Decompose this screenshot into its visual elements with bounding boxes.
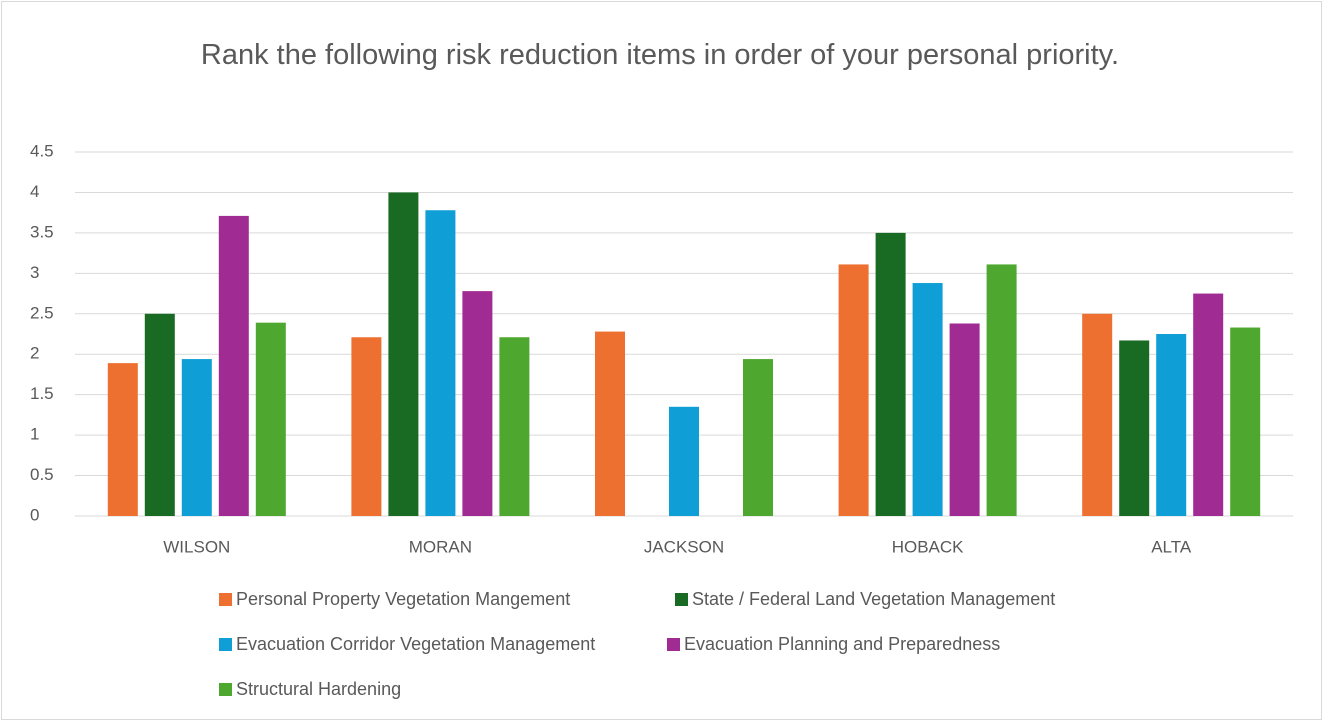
- bar: [1119, 340, 1150, 516]
- bar: [986, 264, 1017, 516]
- bar: [1082, 313, 1113, 516]
- bar: [107, 363, 138, 516]
- y-tick-label: 3: [30, 263, 39, 282]
- bar: [144, 313, 175, 516]
- x-tick-label: ALTA: [1151, 537, 1192, 556]
- bar: [949, 323, 980, 516]
- bar: [912, 283, 943, 516]
- y-tick-label: 4: [30, 182, 39, 201]
- bar: [218, 215, 249, 516]
- bar: [181, 359, 212, 516]
- x-tick-label: HOBACK: [892, 537, 964, 556]
- legend-label: Personal Property Vegetation Mangement: [236, 589, 570, 609]
- x-tick-label: WILSON: [163, 537, 230, 556]
- legend-label: Evacuation Planning and Preparedness: [684, 634, 1000, 654]
- bar: [669, 406, 699, 516]
- bar: [1230, 327, 1261, 516]
- legend-label: Structural Hardening: [236, 679, 401, 699]
- legend-swatch: [219, 683, 232, 696]
- legend-label: State / Federal Land Vegetation Manageme…: [692, 589, 1055, 609]
- legend-label: Evacuation Corridor Vegetation Managemen…: [236, 634, 595, 654]
- bar: [425, 210, 456, 517]
- bar: [388, 192, 419, 516]
- legend-swatch: [667, 638, 680, 651]
- bar: [1156, 334, 1187, 516]
- bar: [255, 322, 286, 516]
- bar: [838, 264, 869, 516]
- bar: [743, 359, 773, 516]
- legend-swatch: [219, 593, 232, 606]
- bar: [462, 291, 493, 516]
- y-tick-label: 0.5: [30, 465, 54, 484]
- y-tick-label: 0: [30, 505, 39, 524]
- chart-title: Rank the following risk reduction items …: [200, 39, 1120, 71]
- bar: [351, 337, 382, 516]
- bar: [1193, 293, 1224, 516]
- legend-swatch: [219, 638, 232, 651]
- y-tick-label: 4.5: [30, 141, 54, 160]
- y-tick-label: 2.5: [30, 303, 54, 322]
- bar: [499, 337, 530, 516]
- y-tick-label: 1: [30, 425, 39, 444]
- x-tick-label: JACKSON: [644, 537, 724, 556]
- bar: [875, 232, 906, 516]
- x-tick-label: MORAN: [409, 537, 472, 556]
- bar: [595, 331, 625, 516]
- legend-swatch: [675, 593, 688, 606]
- y-tick-label: 2: [30, 344, 39, 363]
- y-tick-label: 1.5: [30, 384, 54, 403]
- y-tick-label: 3.5: [30, 222, 54, 241]
